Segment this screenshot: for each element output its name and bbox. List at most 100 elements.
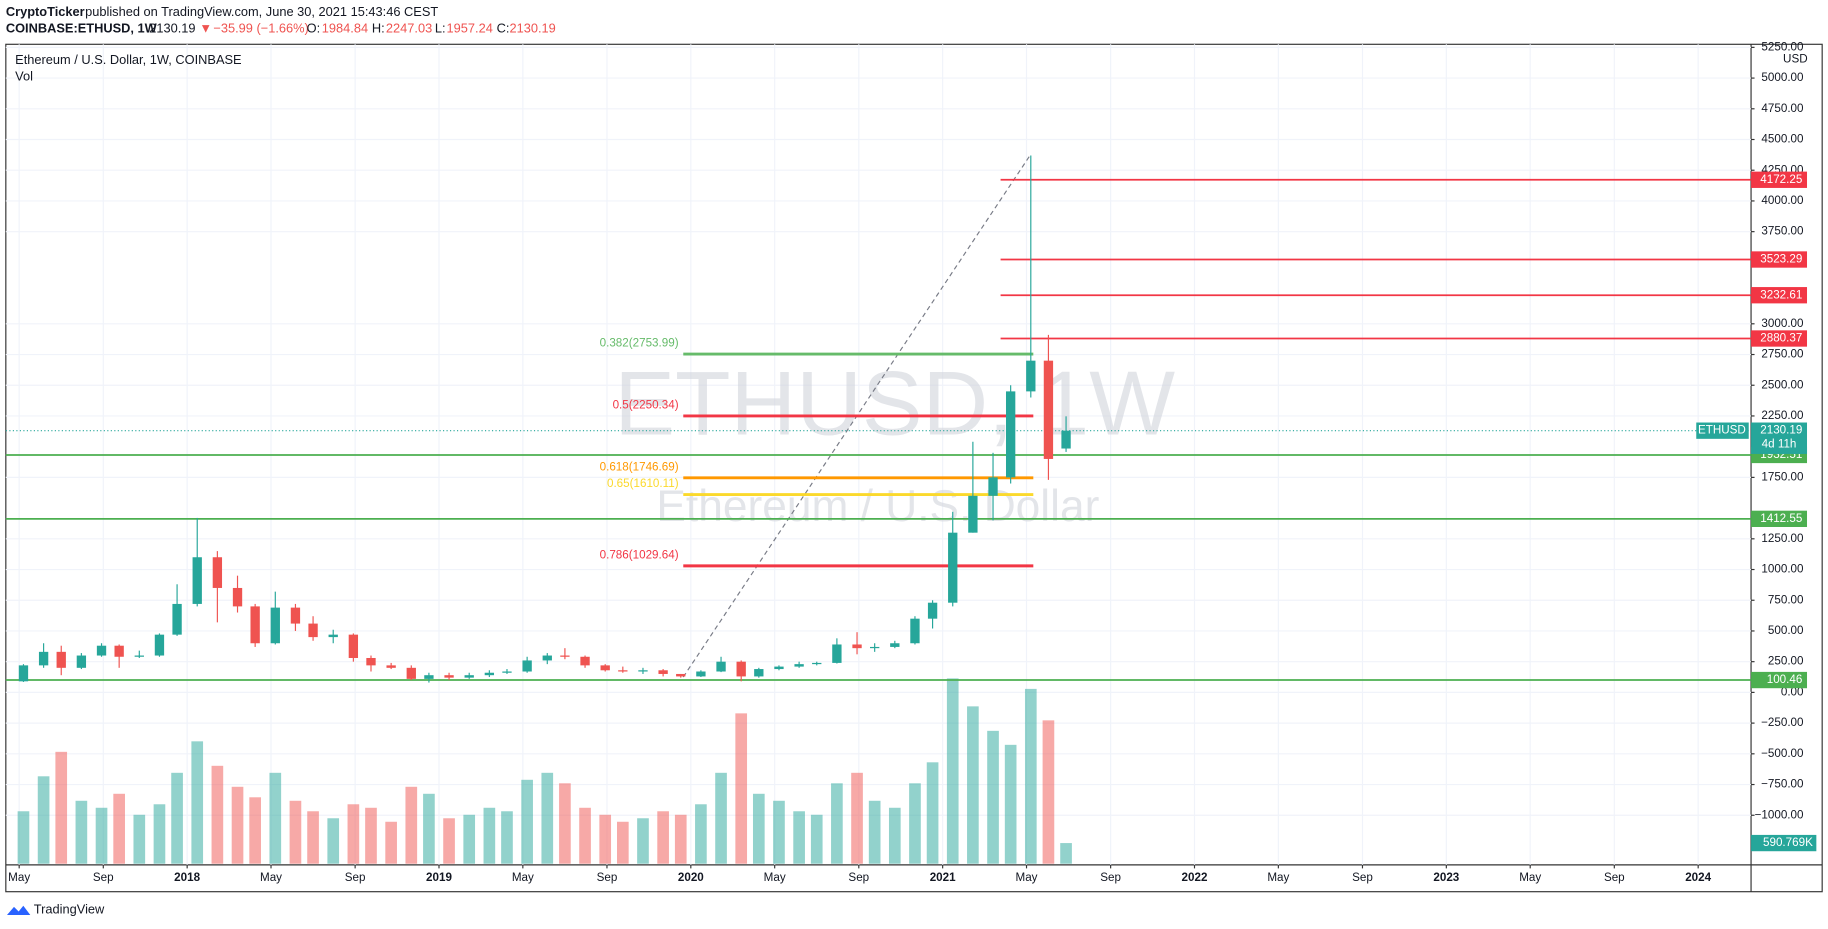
candle-body (968, 495, 978, 533)
candle-body (444, 675, 454, 678)
volume-bar (365, 807, 377, 864)
candle-body (658, 670, 668, 674)
volume-bar (715, 772, 727, 864)
y-tick-label: 4500.00 (1761, 133, 1804, 146)
candle-body (638, 670, 648, 672)
candle-body (484, 672, 495, 676)
volume-bar (405, 786, 418, 864)
volume-bar (133, 814, 146, 864)
volume-bar (231, 786, 244, 864)
pane-border (5, 43, 1823, 893)
candle-body (308, 623, 318, 638)
volume-bar (1004, 744, 1017, 864)
candle-body (600, 665, 610, 671)
published: published on TradingView.com, June 30, 2… (85, 4, 438, 19)
volume-bar (307, 811, 319, 864)
candle-body (1043, 360, 1054, 459)
candle-body (832, 644, 842, 663)
candle-body (852, 644, 862, 649)
level-price-label: 3523.29 (1760, 253, 1802, 266)
candle-body (870, 646, 880, 649)
candle-body (76, 655, 87, 668)
symbol: COINBASE:ETHUSD, 1W (6, 21, 158, 36)
candle-body (927, 602, 938, 619)
x-tick-label: 2020 (678, 871, 704, 884)
y-tick-label: 2750.00 (1761, 348, 1804, 361)
candle-body (1005, 391, 1016, 478)
x-tick-label: May (1519, 871, 1541, 884)
volume-bar (851, 772, 863, 864)
level-price-box (1751, 171, 1808, 188)
volume-bar (637, 818, 649, 864)
volume-bar (75, 800, 88, 864)
pane-title: Ethereum / U.S. Dollar, 1W, COINBASE (15, 52, 241, 67)
change-arrow: ▼ (199, 21, 212, 36)
x-tick-label: May (1016, 871, 1038, 884)
last-price: 2130.19 (149, 21, 195, 36)
x-tick-label: Sep (848, 871, 869, 884)
logo: TradingView (6, 902, 105, 917)
volume-bar (674, 814, 687, 864)
candle-body (270, 607, 280, 644)
candle-body (1061, 430, 1071, 449)
y-tick-label: 4000.00 (1761, 194, 1804, 207)
volume-bar (579, 807, 591, 864)
ohlc-label: H: (372, 21, 385, 36)
y-tick-label: 4750.00 (1761, 102, 1804, 115)
volume-bar (347, 804, 360, 864)
candle-body (386, 665, 396, 668)
fib-label: 0.618(1746.69) (600, 460, 679, 473)
candle-body (794, 664, 804, 667)
volume-bar (735, 713, 748, 864)
ohlc-value: 2130.19 (509, 21, 555, 36)
y-tick-label: 3750.00 (1761, 225, 1804, 238)
candle-body (618, 670, 628, 672)
volume-bar (521, 779, 533, 864)
volume-bar (191, 741, 204, 864)
candle-body (502, 671, 512, 673)
candle-body (580, 656, 590, 666)
level-price-box (1751, 251, 1808, 268)
volume-bar (810, 814, 823, 864)
candle-body (250, 606, 260, 644)
candle-body (754, 669, 764, 677)
candle-body (774, 666, 784, 670)
candle-body (366, 657, 376, 666)
volume-bar (423, 793, 435, 864)
volume-bar (113, 793, 125, 864)
volume-bar (385, 821, 397, 864)
y-tick-label: 2500.00 (1761, 378, 1804, 391)
level-price-box (1751, 287, 1808, 304)
volume-title: Vol (15, 68, 33, 83)
volume-bar (249, 797, 261, 864)
ohlc-value: 1984.84 (322, 21, 368, 36)
volume-bar (868, 800, 881, 864)
ohlc-label: L: (435, 21, 446, 36)
x-tick-label: Sep (1604, 871, 1625, 884)
fib-label: 0.382(2753.99) (600, 337, 679, 350)
candle-body (38, 651, 49, 666)
volume-bar (967, 706, 979, 864)
volume-bar (888, 807, 901, 864)
level-price-box (1751, 510, 1808, 528)
volume-bar (559, 783, 571, 864)
candle-body (290, 607, 301, 624)
volume-bar (831, 783, 843, 864)
candle-body (542, 655, 552, 661)
volume-bar (695, 804, 707, 864)
x-tick-label: 2024 (1685, 871, 1711, 884)
level-price-label: 1412.55 (1760, 512, 1802, 525)
candle-body (232, 587, 243, 607)
candle-body (948, 532, 958, 603)
volume-bar (269, 772, 282, 864)
x-tick-label: May (764, 871, 786, 884)
volume-bar (793, 811, 805, 864)
candle-body (560, 655, 570, 657)
ohlc-value: 1957.24 (447, 21, 493, 36)
y-tick-label: 5250.00 (1761, 40, 1804, 53)
brand: TradingView (34, 902, 105, 917)
volume-bar (926, 762, 939, 864)
candle-body (134, 655, 144, 657)
price-label: 2130.19 (1760, 424, 1802, 437)
